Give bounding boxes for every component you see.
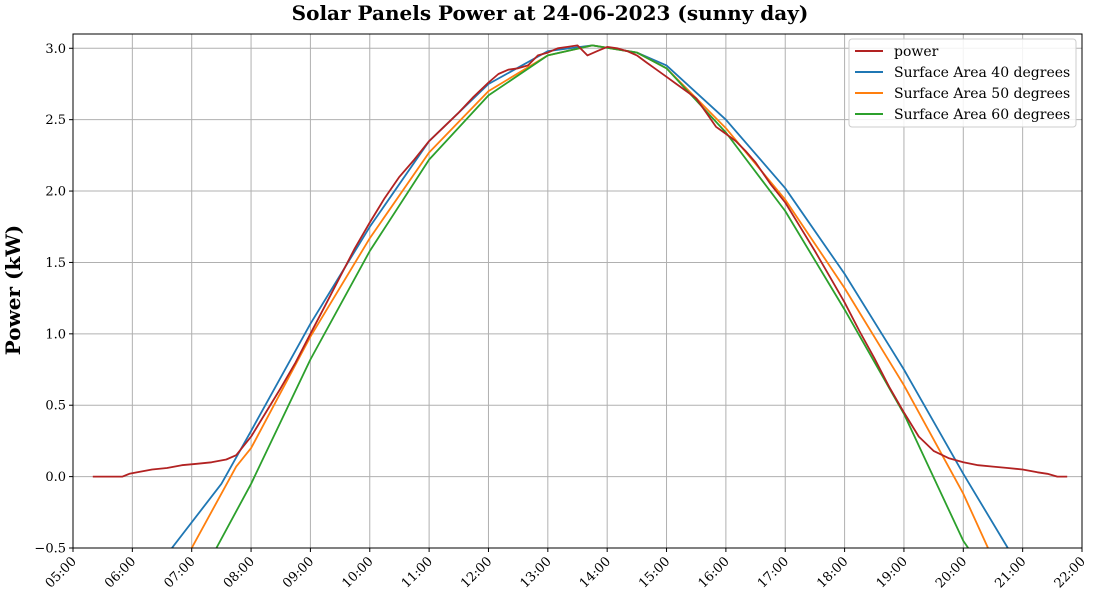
x-tick-label: 06:00 bbox=[102, 554, 139, 591]
legend-entry: power bbox=[894, 44, 939, 60]
series-line-3 bbox=[215, 44, 969, 548]
legend-entry: Surface Area 60 degrees bbox=[894, 107, 1070, 123]
x-tick-label: 14:00 bbox=[577, 554, 614, 591]
x-tick-label: 09:00 bbox=[280, 554, 317, 591]
x-tick-label: 17:00 bbox=[755, 554, 792, 591]
x-tick-label: 10:00 bbox=[339, 554, 376, 591]
x-tick-label: 22:00 bbox=[1052, 554, 1089, 591]
x-tick-label: 13:00 bbox=[518, 554, 555, 591]
x-tick-label: 05:00 bbox=[43, 554, 80, 591]
y-tick-label: −0.5 bbox=[34, 542, 66, 557]
y-tick-label: 1.5 bbox=[45, 256, 66, 271]
x-tick-label: 20:00 bbox=[933, 554, 970, 591]
y-tick-label: 2.0 bbox=[45, 185, 66, 200]
y-tick-label: 3.0 bbox=[45, 42, 66, 57]
legend-entry: Surface Area 40 degrees bbox=[894, 65, 1070, 81]
x-tick-label: 15:00 bbox=[636, 554, 673, 591]
x-tick-label: 21:00 bbox=[992, 554, 1029, 591]
chart-title: Solar Panels Power at 24-06-2023 (sunny … bbox=[292, 1, 809, 25]
series-line-0 bbox=[92, 44, 1068, 478]
y-tick-label: 0.0 bbox=[45, 470, 66, 485]
plot-lines bbox=[92, 44, 1068, 548]
x-tick-label: 16:00 bbox=[696, 554, 733, 591]
x-tick-label: 07:00 bbox=[161, 554, 198, 591]
x-tick-label: 19:00 bbox=[874, 554, 911, 591]
legend-entry: Surface Area 50 degrees bbox=[894, 86, 1070, 102]
y-axis-label: Power (kW) bbox=[1, 225, 25, 356]
y-tick-label: 1.0 bbox=[45, 327, 66, 342]
y-tick-label: 2.5 bbox=[45, 113, 66, 128]
legend: power Surface Area 40 degrees Surface Area… bbox=[848, 38, 1077, 128]
x-tick-label: 18:00 bbox=[814, 554, 851, 591]
x-tick-label: 08:00 bbox=[221, 554, 258, 591]
x-tick-label: 12:00 bbox=[458, 554, 495, 591]
y-tick-label: 0.5 bbox=[45, 399, 66, 414]
plot-frame bbox=[72, 33, 1083, 549]
legend-box bbox=[848, 38, 1077, 128]
x-tick-label: 11:00 bbox=[399, 554, 436, 591]
